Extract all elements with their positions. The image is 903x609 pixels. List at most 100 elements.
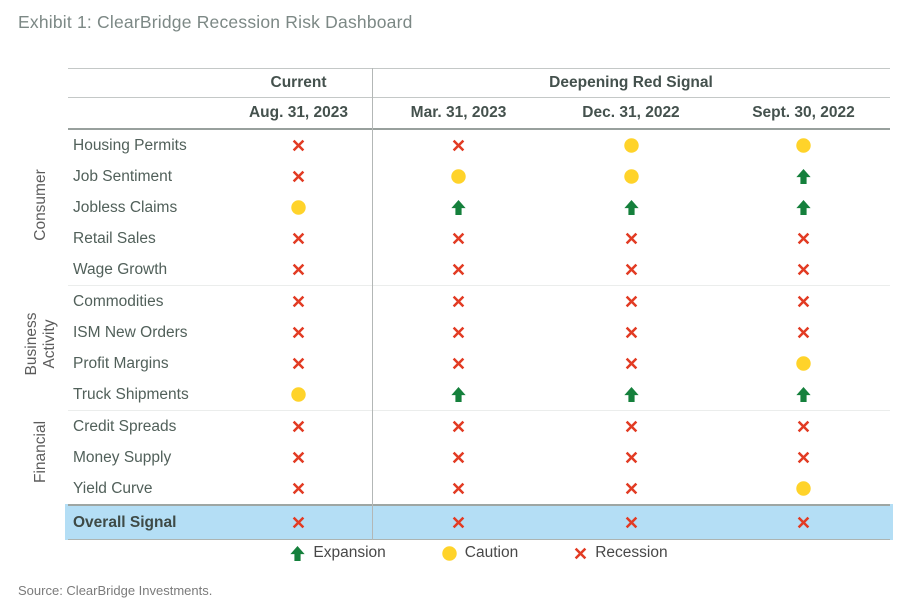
recession-icon [797,326,810,339]
signal-cell [717,379,890,410]
recession-icon [292,451,305,464]
signal-cell [372,161,545,192]
signal-cell [545,442,717,473]
expansion-icon [290,545,306,561]
signal-cell [717,442,890,473]
signal-cell [372,411,545,442]
recession-icon [292,420,305,433]
signal-cell [372,192,545,223]
signal-cell [545,473,717,504]
indicator-label: Truck Shipments [73,385,189,403]
indicator-label: Job Sentiment [73,167,173,185]
signal-cell [225,161,372,192]
table-body: Housing Permits Job Sentiment Jobless Clai… [68,130,890,504]
signal-cell [545,192,717,223]
caution-icon [291,200,306,215]
signal-cell [225,379,372,410]
signal-cell [225,317,372,348]
table-row: ISM New Orders [68,317,890,348]
recession-icon [292,232,305,245]
caution-icon [796,356,811,371]
indicator-label: ISM New Orders [73,323,188,341]
table-row: Commodities [68,285,890,317]
recession-icon [625,357,638,370]
table-header-row: Current Deepening Red Signal [68,68,890,98]
signal-cell [225,348,372,379]
legend-label: Expansion [313,544,386,561]
signal-cell [225,411,372,442]
recession-icon [797,263,810,276]
signal-cell [225,442,372,473]
signal-cell [545,286,717,317]
signal-cell [717,254,890,285]
signal-cell [372,223,545,254]
table-row: Credit Spreads [68,410,890,442]
recession-icon [292,170,305,183]
expansion-icon [796,169,811,184]
signal-cell [545,411,717,442]
signal-cell [372,317,545,348]
column-header-date: Dec. 31, 2022 [582,104,680,121]
recession-icon [797,232,810,245]
signal-cell [545,379,717,410]
column-header-date: Mar. 31, 2023 [410,104,507,121]
caution-icon [796,138,811,153]
source-note: Source: ClearBridge Investments. [18,583,213,598]
signal-cell [717,223,890,254]
recession-icon [452,357,465,370]
signal-cell [372,442,545,473]
exhibit-title: Exhibit 1: ClearBridge Recession Risk Da… [18,12,413,32]
legend-item-caution: Caution [442,544,518,562]
signal-cell [717,317,890,348]
caution-icon [623,169,639,184]
recession-icon [452,263,465,276]
signal-cell [225,506,372,539]
caution-icon [623,138,639,153]
signal-cell [545,161,717,192]
overall-signal-label: Overall Signal [73,513,177,531]
indicator-label: Retail Sales [73,229,156,247]
signal-cell [717,348,890,379]
recession-icon [625,232,638,245]
recession-icon [797,295,810,308]
signal-cell [545,348,717,379]
signal-cell [545,506,717,539]
expansion-icon [451,387,466,402]
indicator-label: Jobless Claims [73,198,178,216]
overall-signal-row: Overall Signal [68,504,890,540]
indicator-label: Credit Spreads [73,417,177,435]
table-row: Profit Margins [68,348,890,379]
legend-item-recession: Recession [574,544,668,562]
recession-icon [292,482,305,495]
signal-cell [372,473,545,504]
caution-icon [442,545,457,561]
recession-icon [452,420,465,433]
recession-icon [452,516,465,529]
signal-cell [372,130,545,161]
recession-icon [452,482,465,495]
signal-cell [545,254,717,285]
legend-label: Recession [595,544,668,561]
table-row: Truck Shipments [68,379,890,410]
indicator-label: Profit Margins [73,354,169,372]
recession-icon [292,263,305,276]
column-header-date: Sept. 30, 2022 [752,104,855,121]
expansion-icon [623,387,639,402]
signal-cell [225,254,372,285]
signal-cell [717,286,890,317]
recession-icon [797,516,810,529]
column-group-deepening-red-signal: Deepening Red Signal [549,74,713,91]
recession-icon [574,547,587,560]
signal-cell [372,286,545,317]
expansion-icon [623,200,639,215]
signal-cell [545,223,717,254]
indicator-label: Housing Permits [73,136,187,154]
recession-icon [625,263,638,276]
recession-icon [452,451,465,464]
legend-label: Caution [464,544,519,561]
indicator-label: Commodities [73,292,164,310]
signal-cell [717,161,890,192]
signal-cell [372,506,545,539]
recession-icon [797,451,810,464]
recession-icon [292,139,305,152]
